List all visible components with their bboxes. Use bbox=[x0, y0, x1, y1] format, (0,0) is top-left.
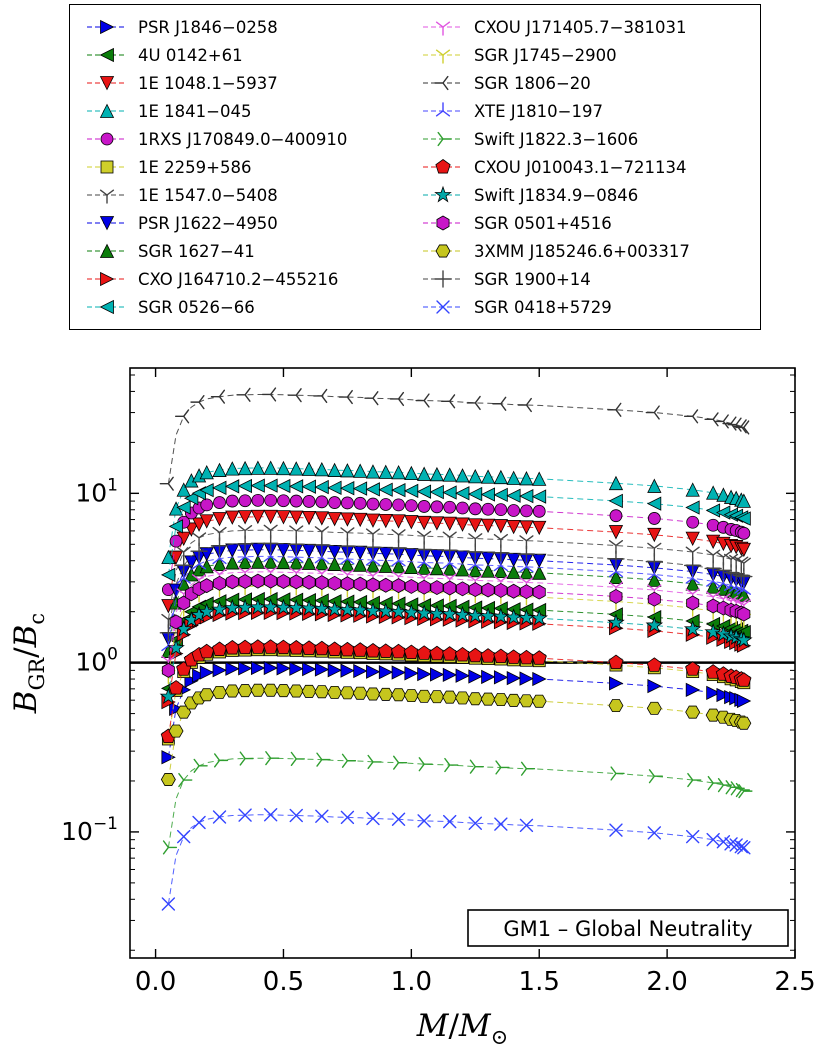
series-CXOU-J010043.1−721134 bbox=[160, 639, 752, 744]
legend-item: SGR 0418+5729 bbox=[420, 294, 750, 320]
y-tick-label: 100 bbox=[75, 645, 118, 677]
x-tick-label: 1.0 bbox=[391, 967, 432, 997]
x-tick-label: 2.0 bbox=[646, 967, 687, 997]
legend-marker-icon bbox=[87, 76, 127, 91]
series-Swift-J1834.9−0846 bbox=[159, 598, 753, 705]
legend-label: CXOU J010043.1−721134 bbox=[474, 157, 687, 177]
legend-marker-icon bbox=[423, 270, 463, 288]
legend-marker-icon bbox=[423, 49, 463, 64]
series-1E-1841−045 bbox=[161, 460, 751, 565]
annotation-box: GM1 – Global Neutrality bbox=[467, 909, 789, 947]
legend-label: SGR 1627−41 bbox=[138, 241, 255, 261]
legend-marker-icon bbox=[87, 299, 127, 315]
legend-item: CXOU J171405.7−381031 bbox=[420, 14, 750, 40]
legend-item: SGR 1900+14 bbox=[420, 266, 750, 292]
x-tick-label: 1.5 bbox=[519, 967, 560, 997]
legend-label: SGR J1745−2900 bbox=[474, 45, 617, 65]
legend-label: PSR J1846−0258 bbox=[138, 17, 278, 37]
legend-marker-icon bbox=[423, 215, 463, 231]
series-3XMM-J185246.6+003317 bbox=[160, 683, 752, 786]
legend-item: PSR J1622−4950 bbox=[84, 210, 414, 236]
legend-label: 3XMM J185246.6+003317 bbox=[474, 241, 690, 261]
legend-item: SGR 1627−41 bbox=[84, 238, 414, 264]
legend-marker-icon bbox=[423, 159, 463, 174]
legend-item: SGR 0526−66 bbox=[84, 294, 414, 320]
legend-label: XTE J1810−197 bbox=[474, 101, 603, 121]
series-SGR-1900+14 bbox=[159, 534, 753, 642]
legend-marker-icon bbox=[87, 103, 127, 118]
series-1E-2259+586 bbox=[161, 643, 751, 746]
legend-label: 4U 0142+61 bbox=[138, 45, 243, 65]
legend-label: SGR 1900+14 bbox=[474, 269, 591, 289]
legend-marker-icon bbox=[423, 185, 463, 203]
y-tick-label: 10−1 bbox=[61, 814, 118, 846]
legend-item: Swift J1822.3−1606 bbox=[420, 126, 750, 152]
series-Swift-J1822.3−1606 bbox=[162, 751, 753, 855]
legend-marker-icon bbox=[423, 244, 463, 258]
legend-label: SGR 0526−66 bbox=[138, 297, 255, 317]
legend-item: PSR J1846−0258 bbox=[84, 14, 414, 40]
legend-label: 1E 1048.1−5937 bbox=[138, 73, 278, 93]
legend-marker-icon bbox=[423, 131, 463, 147]
legend-item: SGR J1745−2900 bbox=[420, 42, 750, 68]
legend-item: XTE J1810−197 bbox=[420, 98, 750, 124]
legend-item: 1E 1547.0−5408 bbox=[84, 182, 414, 208]
legend-marker-icon bbox=[87, 216, 127, 231]
legend-item: CXO J164710.2−455216 bbox=[84, 266, 414, 292]
legend-item: 1E 2259+586 bbox=[84, 154, 414, 180]
legend-item: SGR 0501+4516 bbox=[420, 210, 750, 236]
legend: PSR J1846−0258 4U 0142+61 1E 1048.1−5937 1E… bbox=[69, 4, 761, 330]
legend-marker-icon bbox=[423, 102, 463, 117]
legend-label: Swift J1822.3−1606 bbox=[474, 129, 639, 149]
legend-marker-icon bbox=[423, 300, 463, 314]
legend-label: 1RXS J170849.0−400910 bbox=[138, 129, 348, 149]
annotation-text: GM1 – Global Neutrality bbox=[503, 917, 752, 941]
legend-item: Swift J1834.9−0846 bbox=[420, 182, 750, 208]
x-tick-label: 0.5 bbox=[263, 967, 304, 997]
legend-label: 1E 1841−045 bbox=[138, 101, 252, 121]
legend-item: SGR 1806−20 bbox=[420, 70, 750, 96]
legend-marker-icon bbox=[87, 160, 127, 174]
legend-item: 1E 1048.1−5937 bbox=[84, 70, 414, 96]
series-SGR-1627−41 bbox=[161, 554, 751, 658]
series-SGR-0418+5729 bbox=[161, 808, 751, 911]
legend-label: Swift J1834.9−0846 bbox=[474, 185, 639, 205]
x-axis-label: M/M⊙ bbox=[416, 1008, 509, 1049]
legend-label: CXO J164710.2−455216 bbox=[138, 269, 339, 289]
legend-label: PSR J1622−4950 bbox=[138, 213, 278, 233]
chart-area: 0.0 0.5 1.0 1.5 2.0 2.5 101 100 10−1 GM1 – Global… bbox=[0, 336, 830, 1051]
legend-label: 1E 1547.0−5408 bbox=[138, 185, 278, 205]
legend-marker-icon bbox=[423, 21, 463, 36]
series-SGR-0501+4516 bbox=[161, 573, 751, 678]
legend-marker-icon bbox=[87, 271, 127, 287]
legend-label: 1E 2259+586 bbox=[138, 157, 252, 177]
legend-label: SGR 0501+4516 bbox=[474, 213, 612, 233]
legend-item: 3XMM J185246.6+003317 bbox=[420, 238, 750, 264]
legend-item: 1RXS J170849.0−400910 bbox=[84, 126, 414, 152]
legend-item: CXOU J010043.1−721134 bbox=[420, 154, 750, 180]
series-1E-1048.1−5937 bbox=[161, 509, 751, 614]
legend-marker-icon bbox=[87, 189, 127, 204]
plot-data bbox=[130, 387, 795, 911]
legend-label: SGR 1806−20 bbox=[474, 73, 591, 93]
legend-marker-icon bbox=[423, 75, 463, 91]
x-tick-label: 2.5 bbox=[774, 967, 815, 997]
y-axis-label: BGR/Bc bbox=[8, 613, 49, 714]
legend-label: SGR 0418+5729 bbox=[474, 297, 612, 317]
legend-marker-icon bbox=[87, 47, 127, 63]
series-SGR-0526−66 bbox=[160, 478, 751, 582]
x-tick-label: 0.0 bbox=[135, 967, 176, 997]
chart-svg: 0.0 0.5 1.0 1.5 2.0 2.5 101 100 10−1 GM1 – Global… bbox=[8, 367, 816, 1049]
legend-marker-icon bbox=[87, 132, 127, 146]
series-SGR-1806−20 bbox=[159, 387, 750, 491]
legend-label: CXOU J171405.7−381031 bbox=[474, 17, 687, 37]
legend-item: 4U 0142+61 bbox=[84, 42, 414, 68]
series-PSR-J1846−0258 bbox=[161, 660, 752, 765]
legend-marker-icon bbox=[87, 19, 127, 35]
legend-item: 1E 1841−045 bbox=[84, 98, 414, 124]
y-tick-label: 101 bbox=[75, 475, 118, 507]
legend-marker-icon bbox=[87, 243, 127, 258]
